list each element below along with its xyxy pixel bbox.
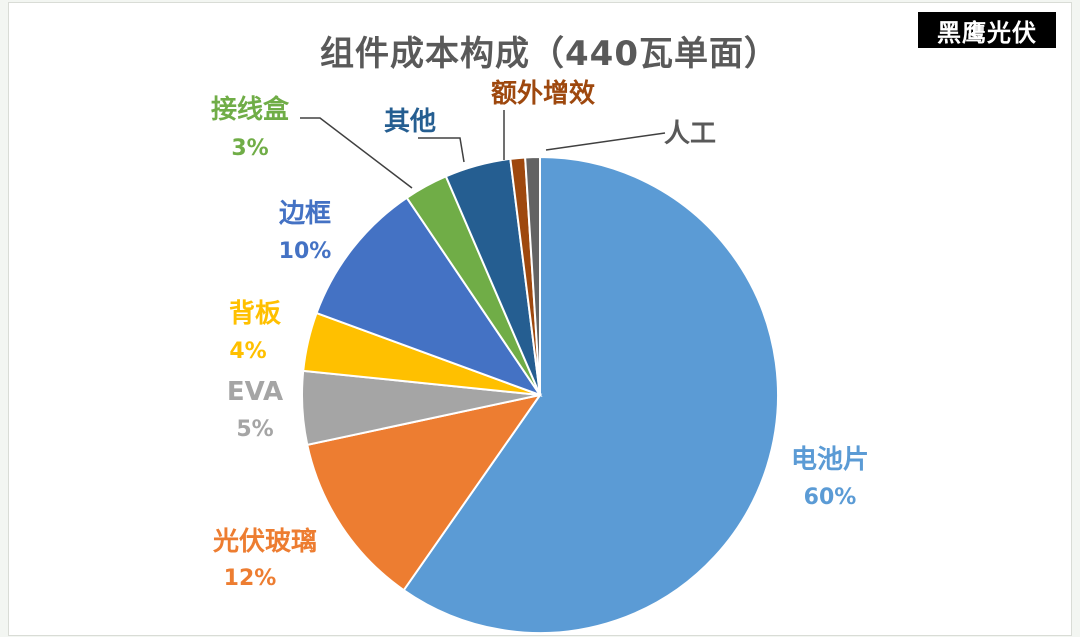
- chart-title: 组件成本构成（440瓦单面）: [320, 34, 779, 74]
- slice-name-label-9: 人工: [664, 119, 716, 149]
- slice-value-label-2: 12%: [224, 566, 277, 591]
- slice-value-label-5: 10%: [279, 239, 332, 264]
- pie-slice-1: [402, 155, 779, 634]
- leader-line-6: [300, 117, 413, 189]
- watermark-badge: 黑鹰光伏: [918, 12, 1056, 48]
- slice-name-label-5: 边框: [279, 199, 331, 229]
- slice-name-label-2: 光伏玻璃: [212, 526, 317, 557]
- slice-name-label-7: 其他: [384, 107, 436, 137]
- slice-value-label-4: 4%: [229, 339, 266, 364]
- slice-name-label-3: EVA: [227, 377, 283, 407]
- slice-value-label-1: 60%: [804, 485, 857, 510]
- slice-name-label-6: 接线盒: [211, 94, 290, 125]
- slice-name-label-8: 额外增效: [491, 78, 595, 109]
- pie-slice-9: [524, 155, 541, 396]
- pie-slice-2: [306, 393, 543, 592]
- slice-value-label-6: 3%: [231, 136, 268, 161]
- pie-slice-5: [315, 196, 543, 398]
- slice-value-label-3: 5%: [236, 417, 273, 442]
- leader-line-9: [545, 132, 666, 151]
- leader-line-7: [418, 137, 465, 163]
- slice-name-label-1: 电池片: [791, 445, 869, 475]
- slice-name-label-4: 背板: [229, 299, 281, 329]
